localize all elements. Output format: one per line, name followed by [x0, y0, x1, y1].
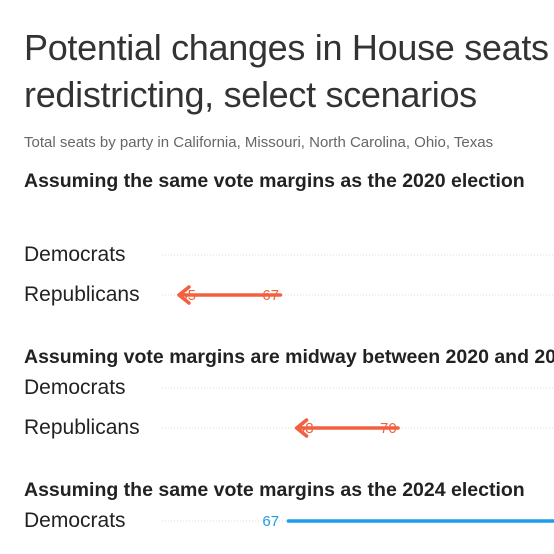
scenario-heading-midway: Assuming vote margins are midway between…: [24, 346, 554, 368]
row-label-republicans: Republicans: [24, 283, 140, 306]
row-label-democrats: Democrats: [24, 509, 126, 532]
chart-subtitle: Total seats by party in California, Miss…: [24, 134, 494, 151]
scenario-heading-2020: Assuming the same vote margins as the 20…: [24, 170, 525, 192]
value-label-after: 68: [297, 420, 314, 437]
row-label-republicans: Republicans: [24, 416, 140, 439]
change-arrow-head: [177, 285, 191, 305]
value-label-after: 65: [179, 287, 196, 304]
row-label-democrats: Democrats: [24, 243, 126, 266]
chart-title: Potential changes in House seats redistr…: [24, 27, 549, 115]
scenario-heading-2024: Assuming the same vote margins as the 20…: [24, 479, 525, 501]
value-label-before: 67: [262, 513, 279, 530]
value-label-before: 70: [380, 420, 397, 437]
change-arrow-head: [294, 418, 309, 438]
value-label-before: 67: [262, 287, 279, 304]
row-label-democrats: Democrats: [24, 376, 126, 399]
